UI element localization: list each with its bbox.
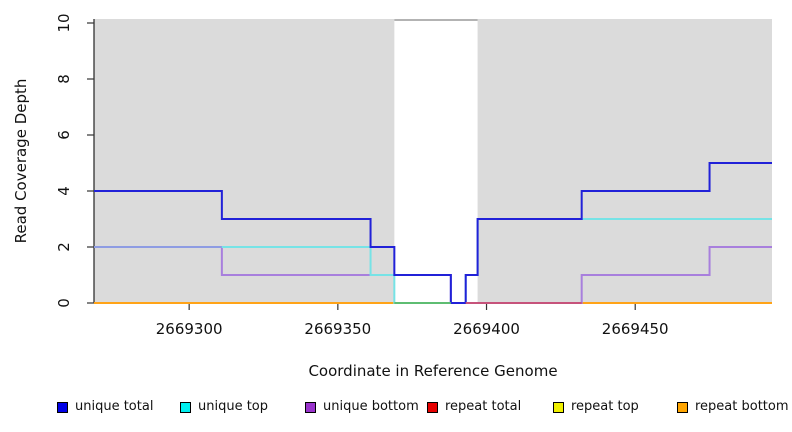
x-tick-label-3: 2669450 [601,320,669,338]
shaded-region-0 [94,19,395,303]
x-tick-label-0: 2669300 [155,320,223,338]
x-tick-label-1: 2669350 [304,320,372,338]
x-tick-label-2: 2669400 [453,320,520,338]
y-tick-label-4: 8 [55,74,73,84]
y-tick-label-1: 2 [55,242,73,252]
series-unique-total [94,162,772,304]
y-tick-label-0: 0 [55,298,73,308]
x-axis-title: Coordinate in Reference Genome [308,362,558,380]
y-axis-title: Read Coverage Depth [12,78,30,244]
y-tick-label-2: 4 [55,186,73,196]
y-tick-label-3: 6 [55,130,73,140]
y-tick-label-5: 10 [55,13,73,33]
shaded-region-1 [477,19,772,303]
